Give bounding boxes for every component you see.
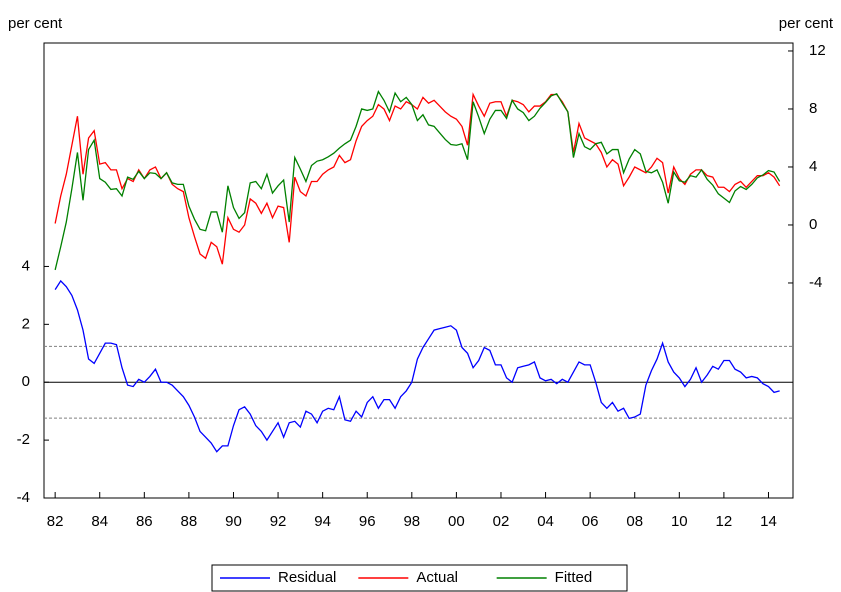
y-tick-label: 0 xyxy=(22,373,30,390)
x-tick-label: 04 xyxy=(537,513,554,530)
x-tick-label: 90 xyxy=(225,513,242,530)
y2-tick-label: -4 xyxy=(809,274,822,291)
legend-box xyxy=(211,564,628,592)
x-tick-label: 88 xyxy=(181,513,198,530)
x-tick-label: 08 xyxy=(626,513,643,530)
x-tick-label: 84 xyxy=(91,513,108,530)
x-tick-label: 02 xyxy=(493,513,510,530)
x-tick-label: 14 xyxy=(760,513,777,530)
legend-label: Residual xyxy=(278,569,336,586)
y-tick-label: 2 xyxy=(22,315,30,332)
x-tick-label: 86 xyxy=(136,513,153,530)
y2-tick-label: 0 xyxy=(809,216,817,233)
series-line xyxy=(54,92,781,265)
legend-label: Actual xyxy=(416,569,458,586)
x-tick-label: 82 xyxy=(47,513,64,530)
y2-tick-label: 8 xyxy=(809,100,817,117)
x-tick-label: 92 xyxy=(270,513,287,530)
x-tick-label: 06 xyxy=(582,513,599,530)
y2-tick-label: 12 xyxy=(809,42,826,59)
y-tick-label: 4 xyxy=(22,257,30,274)
x-tick-label: 10 xyxy=(671,513,688,530)
series-line xyxy=(54,279,780,453)
x-tick-label: 00 xyxy=(448,513,465,530)
x-tick-label: 96 xyxy=(359,513,376,530)
y2-axis-label: per cent xyxy=(779,15,834,32)
y-tick-label: -4 xyxy=(17,489,30,506)
y2-tick-label: 4 xyxy=(809,158,817,175)
x-tick-label: 94 xyxy=(314,513,331,530)
x-tick-label: 98 xyxy=(403,513,420,530)
y-tick-label: -2 xyxy=(17,431,30,448)
x-tick-label: 12 xyxy=(716,513,733,530)
plot-frame xyxy=(43,42,794,499)
y-axis-label: per cent xyxy=(8,15,63,32)
legend-label: Fitted xyxy=(555,569,593,586)
series-line xyxy=(54,90,781,271)
